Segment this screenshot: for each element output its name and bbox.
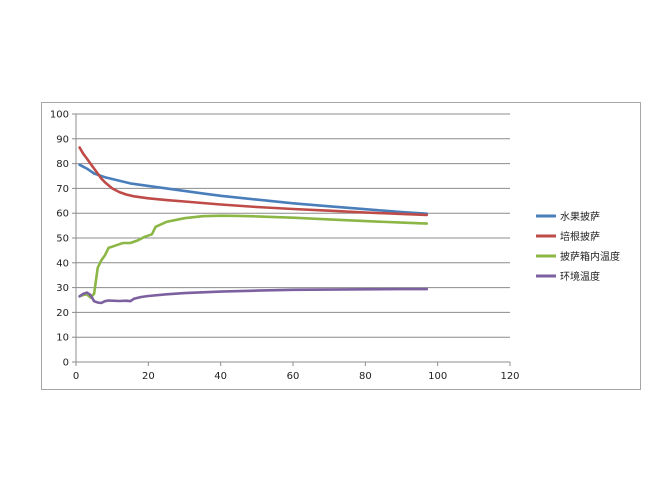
legend-label-3: 披萨箱内温度 — [560, 250, 620, 263]
x-tick-label: 20 — [142, 371, 155, 382]
series-line-1 — [78, 163, 429, 215]
y-tick-label: 0 — [63, 358, 69, 369]
y-tick-label: 90 — [56, 134, 69, 145]
x-tick-label: 40 — [214, 371, 227, 382]
y-tick-label: 80 — [56, 159, 69, 170]
x-tick-label: 100 — [428, 371, 447, 382]
line-chart: 0 10 20 30 40 50 60 70 80 90 100 0 20 40 60 80 100 120 水果… — [50, 110, 620, 383]
legend-label-4: 环境温度 — [560, 270, 600, 283]
y-tick-label: 100 — [50, 110, 69, 121]
series-line-3 — [78, 214, 429, 299]
legend-label-1: 水果披萨 — [560, 210, 600, 223]
legend-label-2: 培根披萨 — [560, 230, 600, 243]
x-tick-label: 120 — [500, 371, 519, 382]
y-tick-label: 70 — [56, 184, 69, 195]
series-line-4 — [78, 287, 429, 305]
gridlines — [76, 113, 510, 338]
y-tick-label: 20 — [56, 308, 69, 319]
series-line-2 — [78, 146, 429, 217]
y-tick-label: 50 — [56, 234, 69, 245]
y-tick-label: 60 — [56, 209, 69, 220]
chart-frame: 0 10 20 30 40 50 60 70 80 90 100 0 20 40 60 80 100 120 水果… — [41, 102, 641, 390]
x-tick-label: 0 — [73, 371, 79, 382]
y-tick-label: 30 — [56, 283, 69, 294]
x-tick-label: 60 — [287, 371, 300, 382]
y-tick-label: 40 — [56, 258, 69, 269]
axes — [72, 113, 511, 366]
x-tick-label: 80 — [359, 371, 372, 382]
y-tick-label: 10 — [56, 333, 69, 344]
tick-labels: 0 10 20 30 40 50 60 70 80 90 100 0 20 40 60 80 100 120 — [50, 110, 520, 383]
series-lines — [78, 146, 429, 305]
